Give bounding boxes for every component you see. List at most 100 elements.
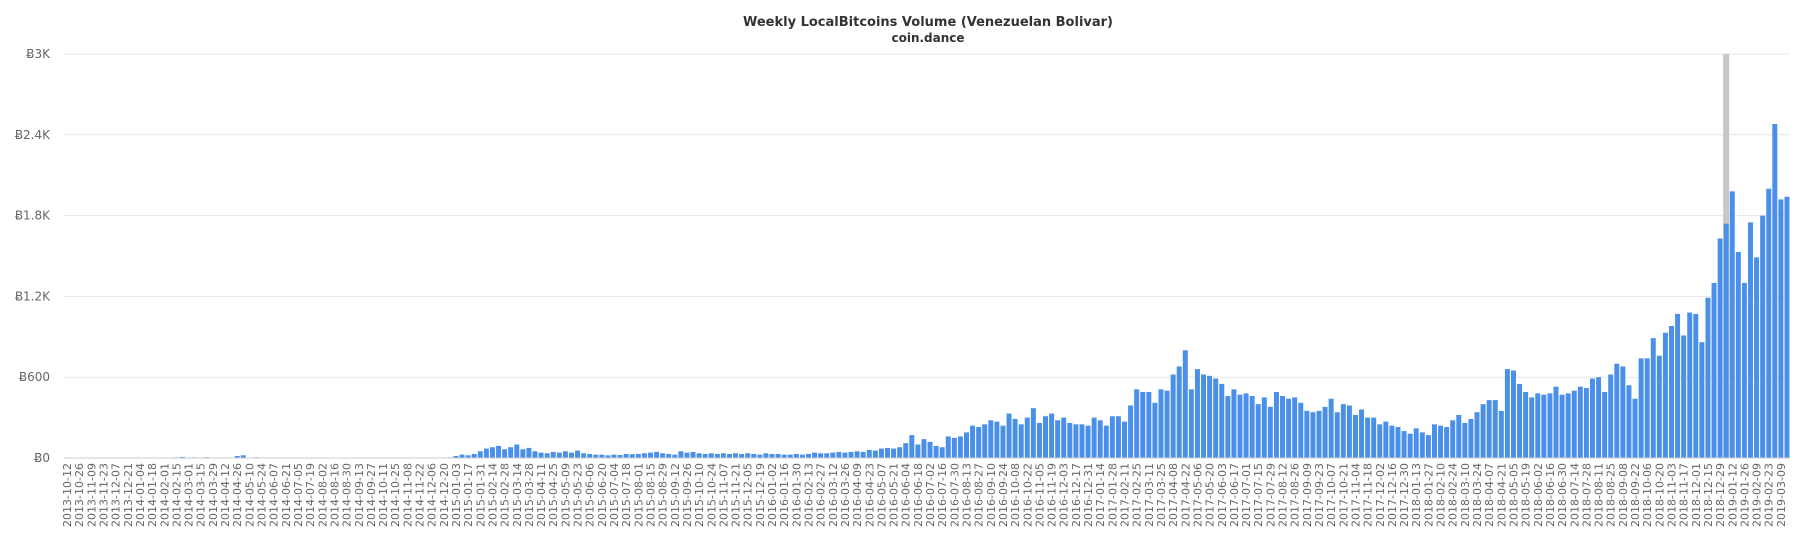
bar[interactable] bbox=[1583, 387, 1589, 458]
bar[interactable] bbox=[1766, 188, 1772, 459]
bar[interactable] bbox=[1267, 406, 1273, 458]
bar[interactable] bbox=[1596, 377, 1602, 458]
bar[interactable] bbox=[933, 445, 939, 458]
bar[interactable] bbox=[1705, 297, 1711, 458]
bar[interactable] bbox=[1644, 358, 1650, 458]
bar[interactable] bbox=[1383, 421, 1389, 458]
bar[interactable] bbox=[587, 453, 593, 458]
bar[interactable] bbox=[575, 450, 581, 458]
bar[interactable] bbox=[1462, 422, 1468, 458]
bar[interactable] bbox=[496, 445, 502, 458]
bar[interactable] bbox=[556, 452, 562, 458]
bar[interactable] bbox=[1280, 396, 1286, 458]
bar[interactable] bbox=[1225, 396, 1231, 458]
bar[interactable] bbox=[1589, 378, 1595, 458]
bar[interactable] bbox=[581, 453, 587, 458]
bar[interactable] bbox=[508, 447, 514, 458]
bar[interactable] bbox=[1231, 389, 1237, 458]
bar[interactable] bbox=[909, 435, 915, 458]
bar[interactable] bbox=[1741, 282, 1747, 458]
bar[interactable] bbox=[806, 453, 811, 458]
bar[interactable] bbox=[836, 451, 842, 458]
bar[interactable] bbox=[878, 448, 884, 458]
bar[interactable] bbox=[1006, 413, 1012, 458]
bar[interactable] bbox=[1438, 425, 1444, 458]
bar[interactable] bbox=[702, 453, 708, 458]
bar[interactable] bbox=[180, 456, 185, 458]
bar[interactable] bbox=[1669, 326, 1674, 458]
bar[interactable] bbox=[623, 453, 629, 458]
bar[interactable] bbox=[1468, 418, 1474, 458]
bar[interactable] bbox=[1273, 392, 1279, 458]
bar[interactable] bbox=[1559, 394, 1565, 458]
bar[interactable] bbox=[1614, 363, 1620, 458]
bar[interactable] bbox=[970, 425, 976, 458]
bar[interactable] bbox=[1778, 199, 1784, 458]
bar[interactable] bbox=[1188, 389, 1194, 458]
bar[interactable] bbox=[897, 447, 903, 458]
bar[interactable] bbox=[1693, 313, 1699, 458]
bar[interactable] bbox=[1729, 191, 1735, 459]
bar[interactable] bbox=[1292, 397, 1298, 458]
bar[interactable] bbox=[1407, 433, 1413, 458]
bar[interactable] bbox=[866, 449, 872, 458]
bar[interactable] bbox=[1784, 196, 1790, 458]
bar[interactable] bbox=[824, 453, 830, 458]
bar[interactable] bbox=[860, 451, 866, 458]
bar[interactable] bbox=[502, 449, 508, 458]
bar[interactable] bbox=[1036, 422, 1042, 458]
bar[interactable] bbox=[757, 454, 763, 458]
bar[interactable] bbox=[1286, 398, 1292, 458]
bar[interactable] bbox=[799, 454, 805, 458]
bar[interactable] bbox=[939, 447, 945, 458]
bar[interactable] bbox=[635, 453, 641, 458]
bar[interactable] bbox=[1492, 400, 1498, 458]
bar[interactable] bbox=[1772, 124, 1778, 458]
bar[interactable] bbox=[544, 453, 550, 458]
bar[interactable] bbox=[812, 452, 818, 458]
bar[interactable] bbox=[769, 453, 775, 458]
bar[interactable] bbox=[1620, 366, 1626, 458]
bar[interactable] bbox=[1431, 424, 1437, 458]
bar[interactable] bbox=[976, 427, 982, 458]
bar[interactable] bbox=[1170, 374, 1176, 458]
bar[interactable] bbox=[1352, 414, 1358, 458]
bar[interactable] bbox=[1176, 366, 1182, 458]
bar[interactable] bbox=[1298, 402, 1304, 458]
bar[interactable] bbox=[1608, 374, 1614, 458]
bar[interactable] bbox=[915, 444, 921, 458]
bar[interactable] bbox=[787, 454, 793, 458]
bar[interactable] bbox=[1213, 378, 1219, 458]
bar[interactable] bbox=[1577, 386, 1583, 458]
bar[interactable] bbox=[1565, 393, 1571, 458]
bar[interactable] bbox=[1359, 409, 1365, 458]
bar[interactable] bbox=[891, 448, 897, 458]
bar[interactable] bbox=[1073, 424, 1079, 458]
bar[interactable] bbox=[240, 455, 246, 458]
bar[interactable] bbox=[1656, 355, 1662, 458]
bar[interactable] bbox=[872, 450, 878, 458]
bar[interactable] bbox=[957, 436, 963, 458]
bar[interactable] bbox=[903, 443, 909, 458]
bar[interactable] bbox=[599, 454, 605, 458]
bar[interactable] bbox=[1444, 427, 1450, 458]
bar[interactable] bbox=[605, 455, 611, 458]
bar[interactable] bbox=[1389, 425, 1395, 458]
bar[interactable] bbox=[1085, 425, 1091, 458]
bar[interactable] bbox=[526, 447, 532, 458]
bar[interactable] bbox=[818, 453, 824, 458]
bar[interactable] bbox=[830, 452, 836, 458]
bar[interactable] bbox=[1480, 404, 1486, 458]
bar[interactable] bbox=[1474, 412, 1480, 458]
bar[interactable] bbox=[763, 453, 769, 458]
bar[interactable] bbox=[672, 454, 678, 458]
bar[interactable] bbox=[1103, 425, 1109, 458]
bar[interactable] bbox=[1517, 383, 1523, 458]
bar[interactable] bbox=[520, 449, 526, 458]
bar[interactable] bbox=[1255, 404, 1261, 458]
bar[interactable] bbox=[1140, 392, 1146, 458]
bar[interactable] bbox=[550, 451, 556, 458]
bar[interactable] bbox=[1340, 404, 1346, 458]
bar[interactable] bbox=[708, 453, 714, 458]
bar[interactable] bbox=[982, 424, 988, 458]
